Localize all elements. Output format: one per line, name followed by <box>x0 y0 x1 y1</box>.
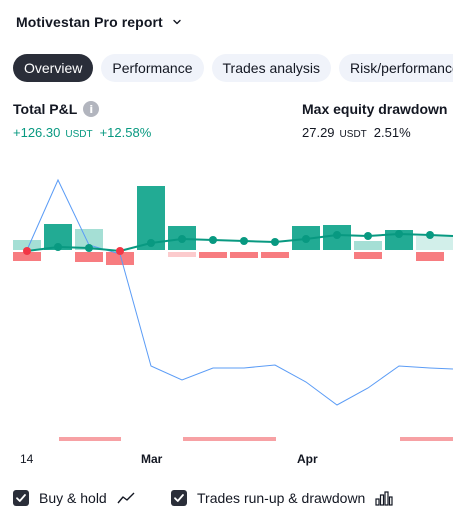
report-tabs: Overview Performance Trades analysis Ris… <box>13 54 453 82</box>
equity-point <box>333 231 341 239</box>
buy-hold-checkbox[interactable] <box>13 490 29 506</box>
tab-overview[interactable]: Overview <box>13 54 94 82</box>
buy-hold-line <box>26 178 453 406</box>
drawdown-bar <box>230 252 258 258</box>
total-pnl-values: +126.30 USDT +12.58% <box>13 125 151 140</box>
legend-buy-hold[interactable]: Buy & hold <box>13 490 135 506</box>
x-tick-label: 14 <box>20 452 34 466</box>
drawdown-bar <box>261 252 289 258</box>
runup-bar <box>354 241 382 250</box>
runup-bar <box>416 236 453 250</box>
max-drawdown-percent: 2.51% <box>373 125 411 140</box>
report-title: Motivestan Pro report <box>16 14 163 30</box>
drawdown-bar <box>75 252 103 262</box>
runup-drawdown-checkbox[interactable] <box>171 490 187 506</box>
equity-point <box>178 235 186 243</box>
max-drawdown-unit: USDT <box>339 129 367 140</box>
line-chart-icon <box>117 492 135 504</box>
drawdown-period <box>59 437 121 441</box>
drawdown-bar <box>354 252 382 259</box>
drawdown-bar <box>13 252 41 261</box>
equity-point <box>54 243 62 251</box>
equity-point <box>147 239 155 247</box>
drawdown-bar <box>106 252 134 265</box>
total-pnl-label-row: Total P&L i <box>13 101 100 117</box>
tab-risk-performance[interactable]: Risk/performance <box>339 54 453 82</box>
checkmark-icon <box>174 494 184 502</box>
drawdown-bar <box>199 252 227 258</box>
report-title-dropdown[interactable]: Motivestan Pro report <box>16 14 183 30</box>
chevron-down-icon <box>173 19 181 25</box>
equity-chart[interactable]: 14 Mar Apr <box>0 150 453 475</box>
drawdown-bar <box>168 252 196 257</box>
max-drawdown-value: 27.29 <box>302 125 335 140</box>
equity-point <box>23 247 31 255</box>
drawdown-bars <box>13 252 444 265</box>
info-icon[interactable]: i <box>83 101 100 117</box>
equity-point <box>209 236 217 244</box>
x-tick-label: Mar <box>141 452 163 466</box>
drawdown-bar <box>416 252 444 261</box>
drawdown-period <box>400 437 453 441</box>
runup-bar <box>75 229 103 250</box>
equity-point <box>85 244 93 252</box>
total-pnl-unit: USDT <box>65 129 93 140</box>
equity-point <box>302 235 310 243</box>
equity-point <box>426 231 434 239</box>
runup-drawdown-label: Trades run-up & drawdown <box>197 490 366 506</box>
checkmark-icon <box>16 494 26 502</box>
equity-point <box>116 247 124 255</box>
equity-points <box>23 230 434 255</box>
equity-point <box>240 237 248 245</box>
max-drawdown-label-row: Max equity drawdown <box>302 101 447 117</box>
tab-trades-analysis[interactable]: Trades analysis <box>211 54 332 82</box>
total-pnl-percent: +12.58% <box>99 125 152 140</box>
max-drawdown-values: 27.29 USDT 2.51% <box>302 125 411 140</box>
bar-chart-icon <box>375 491 393 506</box>
runup-bar <box>13 240 41 250</box>
total-pnl-value: +126.30 <box>13 125 61 140</box>
total-pnl-label: Total P&L <box>13 101 78 117</box>
legend-runup-drawdown[interactable]: Trades run-up & drawdown <box>171 490 393 506</box>
buy-hold-label: Buy & hold <box>39 490 107 506</box>
tab-performance[interactable]: Performance <box>101 54 204 82</box>
equity-point <box>271 238 279 246</box>
equity-point <box>364 232 372 240</box>
drawdown-period <box>183 437 276 441</box>
x-tick-label: Apr <box>297 452 318 466</box>
max-drawdown-label: Max equity drawdown <box>302 101 448 117</box>
equity-point <box>395 230 403 238</box>
drawdown-period-strip <box>59 437 453 441</box>
